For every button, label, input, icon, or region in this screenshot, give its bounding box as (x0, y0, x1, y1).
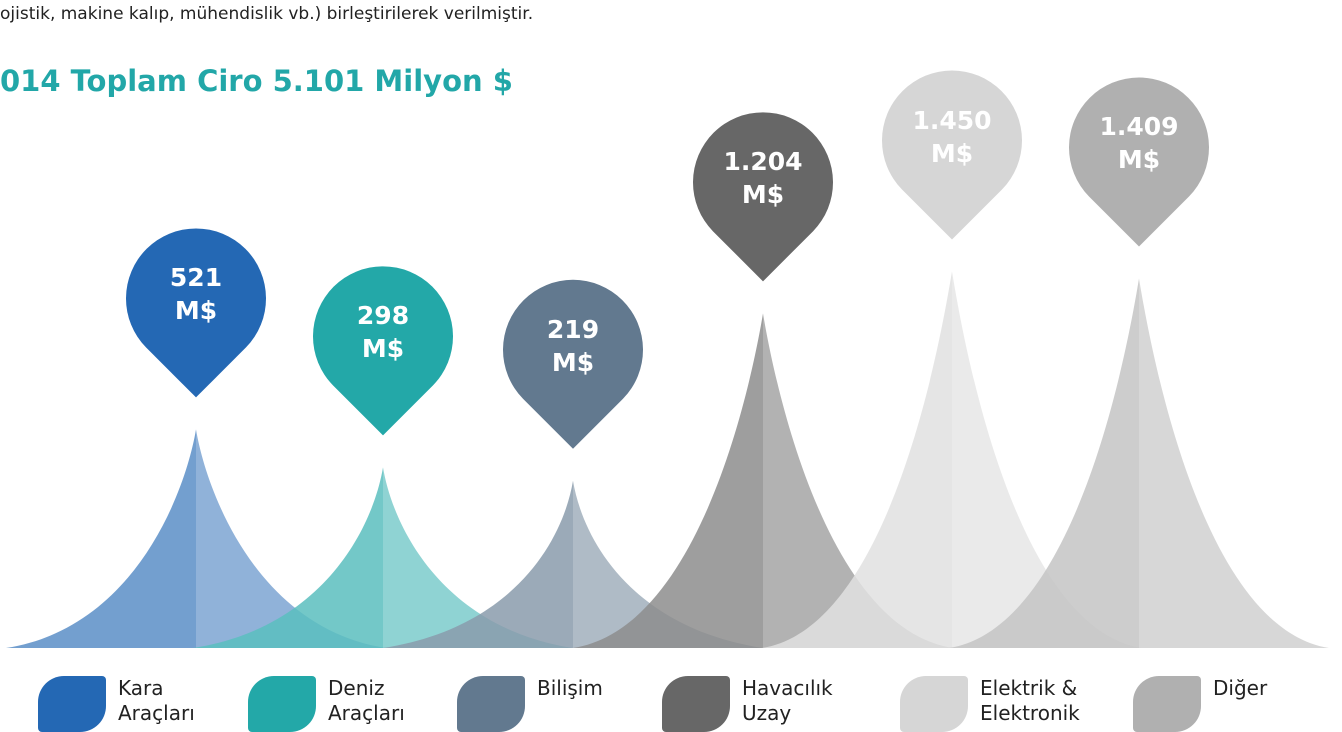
peak-left (573, 313, 763, 648)
legend-item: Elektrik & Elektronik (900, 676, 1100, 732)
chart-title: 014 Toplam Ciro 5.101 Milyon $ (0, 64, 513, 98)
legend-swatch (38, 676, 106, 732)
legend-swatch (1133, 676, 1201, 732)
legend-swatch (662, 676, 730, 732)
pin (1069, 77, 1209, 247)
value-label: 521 M$ (169, 263, 223, 326)
peak-right (383, 467, 573, 648)
legend-item: Kara Araçları (38, 676, 238, 732)
value-label: 219 M$ (546, 314, 600, 377)
value-label: 1.204 M$ (723, 147, 803, 210)
legend-item: Deniz Araçları (248, 676, 448, 732)
pin (313, 266, 453, 436)
peak-right (573, 480, 763, 648)
value-label: 1.409 M$ (1099, 112, 1179, 175)
peak-left (6, 429, 196, 648)
legend-swatch (900, 676, 968, 732)
legend-swatch (457, 676, 525, 732)
peak-right (763, 313, 953, 648)
pin (882, 70, 1023, 240)
peak-right (1139, 278, 1329, 648)
value-label: 298 M$ (356, 301, 410, 364)
pin (692, 112, 833, 282)
value-label: 1.450 M$ (912, 105, 992, 168)
peak-left (949, 278, 1139, 648)
note: ojistik, makine kalıp, mühendislik vb.) … (0, 4, 534, 24)
peak-right (196, 429, 386, 648)
legend-label: Havacılık Uzay (742, 676, 833, 725)
legend-swatch (248, 676, 316, 732)
peak-left (762, 271, 952, 648)
peak-left (193, 467, 383, 648)
pin (502, 279, 643, 449)
legend-item: Bilişim (457, 676, 657, 732)
legend-label: Kara Araçları (118, 676, 195, 725)
peak-right (952, 271, 1142, 648)
legend-label: Deniz Araçları (328, 676, 405, 725)
pin (126, 228, 267, 398)
legend-label: Diğer (1213, 676, 1268, 700)
legend-label: Elektrik & Elektronik (980, 676, 1080, 725)
peak-left (383, 480, 573, 648)
legend-item: Diğer (1133, 676, 1333, 732)
legend-item: Havacılık Uzay (662, 676, 862, 732)
legend-label: Bilişim (537, 676, 603, 700)
